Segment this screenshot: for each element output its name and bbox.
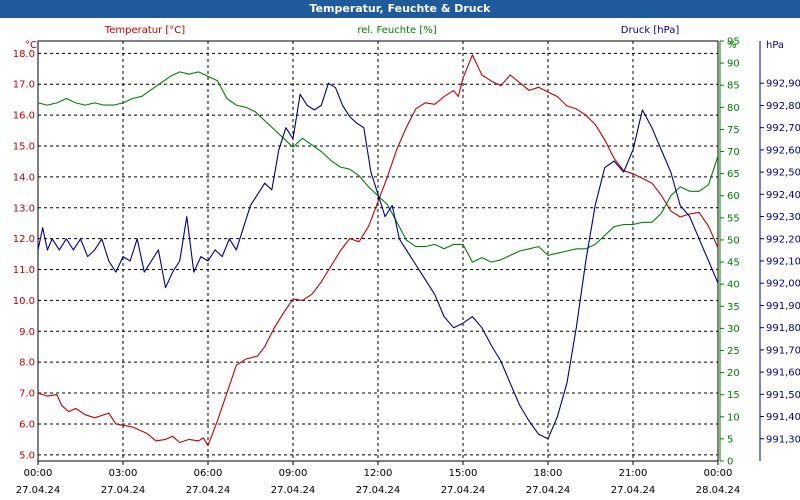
humidity-tick-label: 35 [727,302,740,313]
x-tick-date: 28.04.24 [696,485,741,496]
humidity-tick-label: 40 [727,280,740,291]
tick-labels: 00:00 27.04.24 03:00 27.04.24 06:00 27.04.24 0… [13,37,800,497]
plot-border [37,40,719,462]
humidity-tick-label: 80 [727,103,740,114]
temperature-tick-label: 9.0 [19,327,35,338]
humidity-tick-label: 15 [727,390,740,401]
pressure-tick-label: 991,40 [766,412,800,423]
grid [37,40,764,465]
humidity-axis-title: rel. Feuchte [%] [357,25,436,36]
x-tick-date: 27.04.24 [611,485,656,496]
pressure-tick-label: 992,00 [766,279,800,290]
axis-headers: Temperatur [°C] rel. Feuchte [%] Druck [hP… [25,25,784,51]
humidity-tick-label: 75 [727,125,740,136]
humidity-unit-label: % [727,40,737,51]
chart: 00:00 27.04.24 03:00 27.04.24 06:00 27.04.24 0… [13,25,800,497]
pressure-axis-title: Druck [hPa] [621,25,680,36]
humidity-tick-label: 50 [727,235,740,246]
pressure-tick-label: 992,90 [766,79,800,90]
x-tick-time: 06:00 [194,468,223,479]
pressure-unit-label: hPa [766,40,784,51]
x-tick-time: 00:00 [704,468,733,479]
humidity-tick-label: 95 [727,37,740,48]
x-tick-date: 27.04.24 [101,485,146,496]
temperature-tick-label: 17.0 [13,80,35,91]
pressure-tick-label: 992,30 [766,212,800,223]
x-tick-date: 27.04.24 [441,485,486,496]
x-tick-time: 15:00 [449,468,478,479]
humidity-tick-label: 10 [727,412,740,423]
x-tick-time: 00:00 [24,468,53,479]
pressure-tick-label: 991,50 [766,390,800,401]
humidity-tick-label: 70 [727,147,740,158]
humidity-tick-label: 30 [727,324,740,335]
temperature-tick-label: 15.0 [13,142,35,153]
pressure-tick-label: 992,10 [766,257,800,268]
temperature-unit-label: °C [25,40,37,51]
temperature-tick-label: 6.0 [19,419,35,430]
temperature-tick-label: 14.0 [13,172,35,183]
temperature-tick-label: 16.0 [13,111,35,122]
x-tick-date: 27.04.24 [186,485,231,496]
series-group [37,54,719,447]
pressure-tick-label: 992,20 [766,234,800,245]
temperature-tick-label: 5.0 [19,450,35,461]
chart-title: Temperatur, Feuchte & Druck [0,0,800,18]
pressure-tick-label: 991,70 [766,345,800,356]
pressure-tick-label: 991,80 [766,323,800,334]
temperature-tick-label: 18.0 [13,49,35,60]
humidity-tick-label: 0 [727,457,733,468]
temperature-tick-label: 8.0 [19,358,35,369]
temperature-series-line [37,54,719,447]
pressure-tick-label: 992,60 [766,145,800,156]
humidity-tick-label: 5 [727,434,733,445]
humidity-tick-label: 20 [727,368,740,379]
pressure-series-line [37,82,719,440]
x-tick-time: 18:00 [534,468,563,479]
temperature-tick-label: 10.0 [13,296,35,307]
x-tick-time: 03:00 [109,468,138,479]
humidity-tick-label: 90 [727,59,740,70]
x-tick-time: 21:00 [619,468,648,479]
pressure-tick-label: 992,40 [766,190,800,201]
pressure-tick-label: 991,60 [766,368,800,379]
humidity-tick-label: 65 [727,169,740,180]
x-tick-date: 27.04.24 [271,485,316,496]
temperature-tick-label: 11.0 [13,265,35,276]
temperature-tick-label: 12.0 [13,234,35,245]
x-tick-date: 27.04.24 [356,485,401,496]
temperature-tick-label: 7.0 [19,389,35,400]
temperature-tick-label: 13.0 [13,203,35,214]
x-tick-time: 09:00 [279,468,308,479]
x-tick-time: 12:00 [364,468,393,479]
humidity-tick-label: 60 [727,191,740,202]
x-tick-date: 27.04.24 [526,485,571,496]
pressure-tick-label: 991,90 [766,301,800,312]
pressure-tick-label: 992,80 [766,101,800,112]
humidity-tick-label: 85 [727,81,740,92]
humidity-tick-label: 45 [727,258,740,269]
humidity-tick-label: 55 [727,213,740,224]
humidity-tick-label: 25 [727,346,740,357]
x-tick-date: 27.04.24 [16,485,61,496]
pressure-tick-label: 992,70 [766,123,800,134]
temperature-axis-title: Temperatur [°C] [104,25,185,36]
pressure-tick-label: 991,30 [766,434,800,445]
pressure-tick-label: 992,50 [766,168,800,179]
